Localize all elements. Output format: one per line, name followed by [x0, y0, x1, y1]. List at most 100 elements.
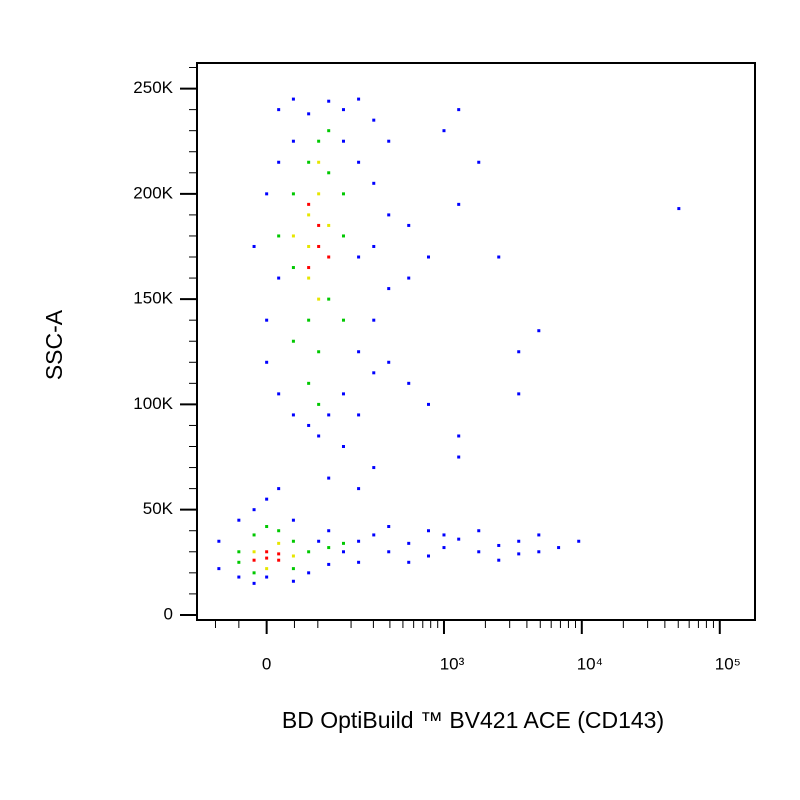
data-point: [517, 392, 521, 396]
data-point: [677, 207, 681, 211]
data-point: [537, 550, 541, 554]
data-point: [577, 539, 581, 543]
data-point: [372, 244, 376, 248]
y-tick-label: 200K: [133, 183, 173, 202]
data-point: [317, 160, 321, 164]
data-point: [477, 529, 481, 533]
y-tick-label: 250K: [133, 78, 173, 97]
data-point: [327, 476, 331, 480]
data-point: [537, 533, 541, 537]
data-point: [265, 575, 269, 579]
data-point: [457, 202, 461, 206]
data-point: [291, 234, 295, 238]
data-point: [307, 318, 311, 322]
data-point: [217, 539, 221, 543]
data-point: [237, 518, 241, 522]
data-point: [497, 558, 501, 562]
data-point: [341, 550, 345, 554]
data-point: [277, 487, 281, 491]
data-point: [327, 171, 331, 175]
data-point: [307, 423, 311, 427]
data-point: [252, 508, 256, 512]
data-point: [327, 297, 331, 301]
data-point: [307, 213, 311, 217]
data-point: [277, 392, 281, 396]
data-point: [277, 276, 281, 280]
data-point: [265, 556, 269, 560]
plot-frame: [196, 62, 756, 621]
data-point: [327, 529, 331, 533]
data-point: [357, 97, 361, 101]
data-point: [372, 118, 376, 122]
y-tick-label: 50K: [143, 499, 174, 518]
data-point: [457, 455, 461, 459]
data-point: [387, 139, 391, 143]
data-point: [357, 413, 361, 417]
y-tick-label: 0: [164, 604, 173, 623]
data-point: [252, 533, 256, 537]
data-point: [341, 234, 345, 238]
data-point: [427, 255, 431, 259]
data-point: [387, 525, 391, 529]
data-point: [357, 487, 361, 491]
data-point: [407, 541, 411, 545]
data-point: [291, 339, 295, 343]
data-point: [357, 255, 361, 259]
data-point: [372, 371, 376, 375]
data-point: [252, 558, 256, 562]
data-point: [307, 571, 311, 575]
data-point: [252, 581, 256, 585]
data-point: [357, 560, 361, 564]
data-point: [317, 539, 321, 543]
data-point: [307, 550, 311, 554]
data-point: [291, 97, 295, 101]
data-point: [407, 381, 411, 385]
data-point: [341, 192, 345, 196]
data-point: [457, 537, 461, 541]
y-axis-title: SSC-A: [41, 309, 67, 380]
data-point: [265, 360, 269, 364]
data-point: [277, 160, 281, 164]
data-point: [341, 541, 345, 545]
data-point: [407, 560, 411, 564]
data-point: [327, 546, 331, 550]
data-point: [317, 350, 321, 354]
data-point: [327, 413, 331, 417]
data-point: [237, 575, 241, 579]
data-point: [265, 192, 269, 196]
x-tick-label: 10⁵: [715, 654, 741, 673]
data-point: [327, 255, 331, 259]
data-point: [407, 223, 411, 227]
data-point: [357, 539, 361, 543]
data-point: [387, 360, 391, 364]
data-point: [517, 539, 521, 543]
data-point: [537, 329, 541, 333]
y-tick-label: 100K: [133, 394, 173, 413]
data-point: [291, 192, 295, 196]
data-point: [372, 466, 376, 470]
data-point: [341, 108, 345, 112]
data-point: [442, 129, 446, 133]
data-point: [517, 552, 521, 556]
data-point: [372, 181, 376, 185]
data-point: [341, 445, 345, 449]
data-point: [317, 223, 321, 227]
data-point: [457, 108, 461, 112]
data-point: [307, 202, 311, 206]
data-point: [217, 567, 221, 571]
data-point: [341, 318, 345, 322]
x-tick-label: 10³: [440, 654, 465, 673]
data-point: [277, 552, 281, 556]
data-point: [327, 562, 331, 566]
data-point: [317, 244, 321, 248]
data-point: [457, 434, 461, 438]
data-point: [442, 546, 446, 550]
data-point: [317, 297, 321, 301]
data-point: [317, 434, 321, 438]
data-point: [327, 223, 331, 227]
data-point: [407, 276, 411, 280]
data-point: [291, 554, 295, 558]
data-point: [387, 550, 391, 554]
data-point: [477, 160, 481, 164]
